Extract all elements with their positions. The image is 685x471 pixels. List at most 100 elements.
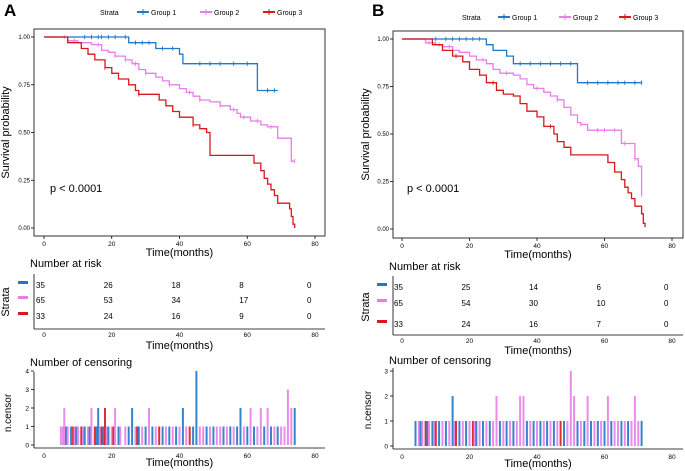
risk-row-swatch-group-1 (18, 281, 28, 284)
censoring-bar (559, 421, 562, 446)
censoring-bar (579, 421, 582, 446)
censoring-bar (431, 421, 434, 446)
censoring-bar (82, 426, 84, 445)
survival-curve-group-2 (402, 38, 643, 195)
censoring-bar (90, 408, 93, 445)
censoring-bar (620, 421, 623, 446)
censoring-bar (566, 421, 569, 446)
censoring-bar (471, 421, 474, 446)
survival-curve-group-3 (402, 38, 646, 228)
risk-count: 33 (36, 312, 45, 321)
p-value: p < 0.0001 (407, 183, 459, 195)
censoring-bar (175, 426, 178, 445)
censoring-bar (485, 421, 488, 446)
censoring-bar (606, 396, 609, 446)
censoring-y-tick-label: 2 (384, 394, 388, 401)
censoring-bar (161, 426, 164, 445)
risk-count: 0 (664, 320, 669, 329)
censoring-bar (623, 421, 626, 446)
censoring-bar (286, 389, 289, 445)
risk-y-axis-label: Strata (360, 291, 372, 321)
censoring-bar (59, 426, 62, 445)
censoring-bar (583, 421, 586, 446)
censoring-bar (546, 421, 549, 446)
censoring-bar (498, 421, 501, 446)
risk-x-tick-label: 60 (601, 338, 609, 345)
censoring-bar (209, 426, 211, 445)
censoring-y-tick-label: 4 (25, 369, 29, 376)
survival-plot-frame (33, 28, 326, 237)
censoring-bar (444, 421, 447, 446)
censoring-title: Number of censoring (389, 355, 491, 367)
risk-x-tick-label: 80 (311, 332, 319, 339)
risk-count: 0 (664, 299, 669, 308)
legend-label-group-3: Group 3 (633, 15, 658, 22)
risk-count: 16 (529, 320, 538, 329)
censoring-x-tick-label: 40 (176, 453, 184, 460)
censoring-bar (100, 426, 103, 445)
censoring-bar (293, 408, 296, 445)
risk-count: 14 (529, 283, 538, 292)
risk-row-swatch-group-2 (377, 299, 387, 302)
censoring-bar (97, 408, 100, 445)
censoring-y-axis-label: n.censor (3, 393, 14, 432)
censoring-y-tick-label: 0 (384, 444, 388, 451)
censoring-x-tick-label: 0 (400, 454, 404, 461)
censoring-bar (600, 421, 603, 446)
censoring-bar (502, 421, 505, 446)
censoring-bar (98, 426, 101, 445)
censoring-bar (552, 421, 555, 446)
censoring-bar (131, 408, 134, 445)
censoring-bar (225, 426, 228, 445)
x-axis-label: Time(months) (146, 247, 213, 259)
censoring-bar (569, 371, 572, 446)
censoring-bar (515, 421, 518, 446)
y-tick-label: 0.50 (18, 131, 30, 137)
risk-count: 35 (394, 283, 403, 292)
risk-count: 34 (172, 296, 181, 305)
censoring-y-tick-label: 1 (384, 419, 388, 426)
censoring-y-axis-label: n.censor (363, 390, 374, 429)
censoring-bar (107, 426, 110, 445)
censoring-bar (141, 426, 144, 445)
risk-x-tick-label: 80 (668, 338, 676, 345)
censoring-bar (171, 426, 174, 445)
censoring-bar (414, 421, 417, 446)
censoring-x-tick-label: 60 (244, 453, 252, 460)
risk-x-axis-label: Time(months) (146, 340, 213, 352)
censoring-y-tick-label: 1 (25, 424, 29, 431)
risk-count: 33 (394, 320, 403, 329)
x-tick-label: 0 (42, 241, 46, 248)
x-axis-label: Time(months) (504, 249, 571, 261)
censoring-bar (178, 426, 181, 445)
censoring-bar (87, 426, 89, 445)
censoring-bar (215, 426, 218, 445)
censoring-bar (536, 421, 538, 446)
censoring-bar (112, 426, 115, 445)
risk-row-swatch-group-1 (377, 283, 387, 286)
censoring-bar (613, 421, 616, 446)
y-tick-label: 0.25 (18, 178, 30, 184)
censoring-bar (419, 421, 422, 446)
censoring-bar (455, 421, 457, 446)
censoring-bar (80, 426, 83, 445)
survival-curve-group-1 (44, 36, 278, 92)
risk-x-tick-label: 0 (400, 338, 404, 345)
censoring-bar (229, 426, 232, 445)
censoring-bar (137, 426, 140, 445)
censoring-bar (280, 426, 283, 445)
censoring-bar (270, 426, 272, 445)
censoring-bar (433, 421, 436, 446)
censoring-bar (164, 426, 167, 445)
censoring-bar (62, 426, 64, 445)
censoring-bar (426, 421, 429, 446)
censoring-bar (458, 421, 461, 446)
x-tick-label: 60 (601, 243, 609, 250)
risk-count: 0 (307, 281, 312, 290)
censoring-bar (202, 426, 205, 445)
censoring-bar (603, 421, 606, 446)
censoring-x-tick-label: 40 (533, 454, 541, 461)
censoring-bar (512, 421, 515, 446)
censoring-bar (438, 421, 441, 446)
